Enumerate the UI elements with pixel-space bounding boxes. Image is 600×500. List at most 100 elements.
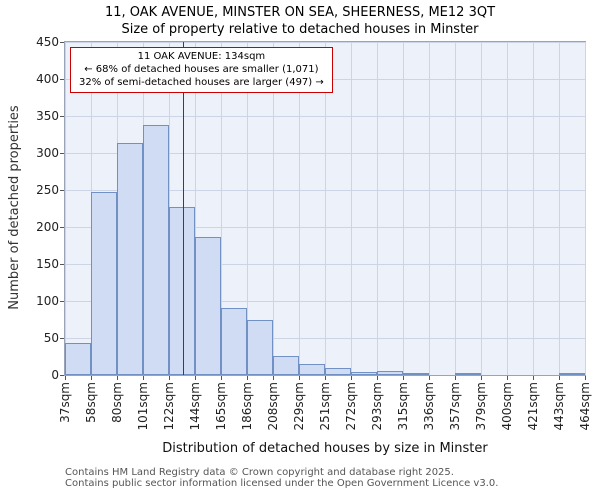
y-tick-label: 200 bbox=[36, 220, 59, 234]
gridline-vertical bbox=[402, 42, 404, 375]
y-tick-mark bbox=[60, 375, 64, 376]
histogram-bar bbox=[91, 192, 117, 375]
x-tick-mark bbox=[247, 376, 248, 380]
histogram-bar bbox=[169, 207, 195, 375]
gridline-vertical bbox=[558, 42, 560, 375]
y-tick-mark bbox=[60, 79, 64, 80]
y-tick-label: 350 bbox=[36, 109, 59, 123]
annotation-larger-line: 32% of semi-detached houses are larger (… bbox=[79, 77, 324, 88]
chart-title: 11, OAK AVENUE, MINSTER ON SEA, SHEERNES… bbox=[104, 5, 496, 20]
histogram-bar bbox=[351, 372, 377, 375]
x-tick-mark bbox=[377, 376, 378, 380]
histogram-bar bbox=[221, 308, 247, 375]
histogram-bar bbox=[403, 373, 429, 375]
histogram-bar bbox=[273, 356, 299, 375]
histogram-bar bbox=[143, 125, 169, 375]
gridline-vertical bbox=[454, 42, 456, 375]
y-tick-mark bbox=[60, 264, 64, 265]
x-tick-mark bbox=[507, 376, 508, 380]
x-tick-mark bbox=[299, 376, 300, 380]
x-tick-label: 357sqm bbox=[448, 382, 462, 431]
y-tick-mark bbox=[60, 153, 64, 154]
x-tick-label: 208sqm bbox=[266, 382, 280, 431]
x-tick-label: 186sqm bbox=[240, 382, 254, 431]
x-tick-label: 443sqm bbox=[552, 382, 566, 431]
gridline-vertical bbox=[64, 42, 66, 375]
gridline-vertical bbox=[428, 42, 430, 375]
x-tick-mark bbox=[403, 376, 404, 380]
y-tick-label: 450 bbox=[36, 35, 59, 49]
x-tick-mark bbox=[429, 376, 430, 380]
y-tick-mark bbox=[60, 301, 64, 302]
histogram-bar bbox=[65, 343, 91, 375]
gridline-vertical bbox=[584, 42, 586, 375]
gridline-vertical bbox=[480, 42, 482, 375]
gridline-vertical bbox=[246, 42, 248, 375]
y-tick-mark bbox=[60, 227, 64, 228]
x-tick-mark bbox=[169, 376, 170, 380]
x-tick-label: 293sqm bbox=[370, 382, 384, 431]
x-tick-label: 144sqm bbox=[188, 382, 202, 431]
x-tick-mark bbox=[65, 376, 66, 380]
y-tick-label: 300 bbox=[36, 146, 59, 160]
x-tick-label: 464sqm bbox=[578, 382, 592, 431]
x-tick-mark bbox=[195, 376, 196, 380]
x-tick-mark bbox=[533, 376, 534, 380]
x-tick-label: 165sqm bbox=[214, 382, 228, 431]
y-tick-label: 50 bbox=[43, 331, 59, 345]
x-tick-label: 251sqm bbox=[318, 382, 332, 431]
footer-line-1: Contains HM Land Registry data © Crown c… bbox=[65, 467, 454, 478]
x-tick-label: 400sqm bbox=[500, 382, 514, 431]
property-marker-line bbox=[183, 42, 184, 375]
gridline-vertical bbox=[376, 42, 378, 375]
y-tick-label: 0 bbox=[51, 368, 59, 382]
x-tick-mark bbox=[117, 376, 118, 380]
x-tick-mark bbox=[455, 376, 456, 380]
x-tick-label: 122sqm bbox=[162, 382, 176, 431]
x-tick-label: 229sqm bbox=[292, 382, 306, 431]
footer-line-2: Contains public sector information licen… bbox=[65, 478, 499, 489]
x-tick-label: 315sqm bbox=[396, 382, 410, 431]
x-tick-mark bbox=[585, 376, 586, 380]
y-tick-mark bbox=[60, 116, 64, 117]
y-axis-title: Number of detached properties bbox=[7, 105, 22, 310]
gridline-vertical bbox=[350, 42, 352, 375]
x-tick-mark bbox=[143, 376, 144, 380]
x-tick-label: 272sqm bbox=[344, 382, 358, 431]
histogram-bar bbox=[117, 143, 143, 375]
histogram-bar bbox=[195, 237, 221, 375]
x-tick-mark bbox=[325, 376, 326, 380]
y-tick-label: 250 bbox=[36, 183, 59, 197]
gridline-vertical bbox=[194, 42, 196, 375]
x-tick-label: 421sqm bbox=[526, 382, 540, 431]
gridline-vertical bbox=[532, 42, 534, 375]
gridline-vertical bbox=[506, 42, 508, 375]
x-tick-mark bbox=[559, 376, 560, 380]
histogram-bar bbox=[377, 371, 403, 375]
gridline-vertical bbox=[220, 42, 222, 375]
plot-area: 11 OAK AVENUE: 134sqm ← 68% of detached … bbox=[64, 41, 586, 376]
histogram-bar bbox=[299, 364, 325, 375]
x-tick-mark bbox=[351, 376, 352, 380]
x-tick-label: 37sqm bbox=[58, 382, 72, 423]
y-tick-label: 100 bbox=[36, 294, 59, 308]
x-axis-title: Distribution of detached houses by size … bbox=[162, 441, 488, 456]
x-tick-mark bbox=[221, 376, 222, 380]
y-tick-mark bbox=[60, 338, 64, 339]
y-tick-label: 150 bbox=[36, 257, 59, 271]
annotation-smaller-line: ← 68% of detached houses are smaller (1,… bbox=[84, 64, 319, 75]
gridline-vertical bbox=[324, 42, 326, 375]
x-tick-mark bbox=[481, 376, 482, 380]
y-tick-mark bbox=[60, 42, 64, 43]
marker-annotation-box: 11 OAK AVENUE: 134sqm ← 68% of detached … bbox=[70, 47, 333, 93]
histogram-bar bbox=[455, 373, 481, 375]
histogram-bar bbox=[559, 373, 585, 375]
histogram-bar bbox=[325, 368, 351, 375]
x-tick-label: 80sqm bbox=[110, 382, 124, 423]
y-tick-mark bbox=[60, 190, 64, 191]
chart-subtitle: Size of property relative to detached ho… bbox=[121, 22, 479, 37]
y-tick-label: 400 bbox=[36, 72, 59, 86]
gridline-vertical bbox=[272, 42, 274, 375]
x-tick-label: 336sqm bbox=[422, 382, 436, 431]
